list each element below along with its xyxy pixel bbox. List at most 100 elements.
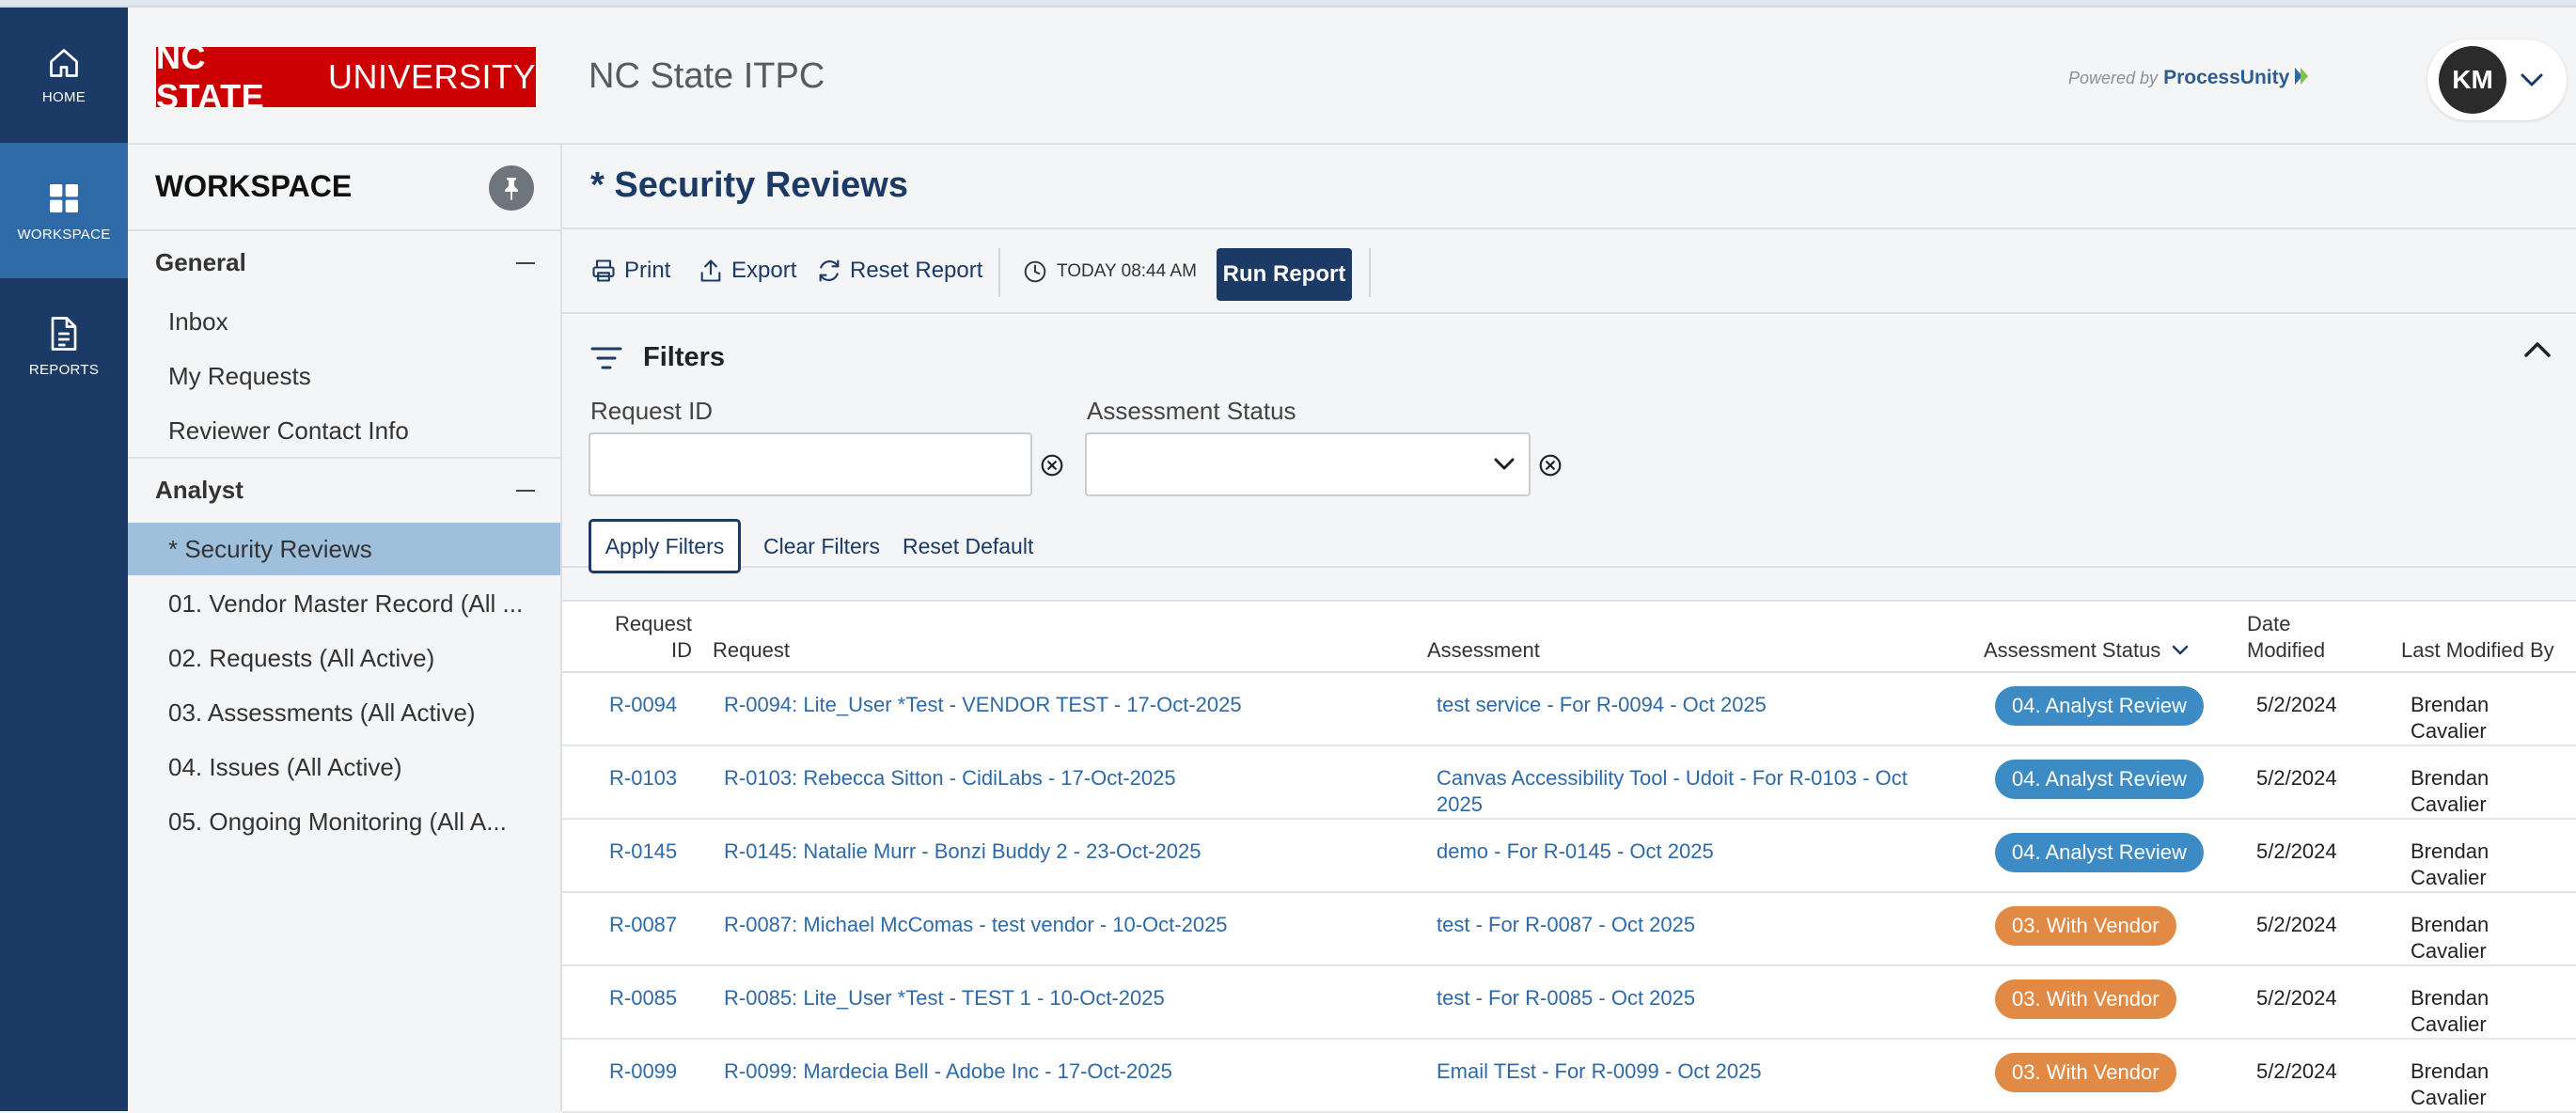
request-id-label: Request ID bbox=[590, 397, 714, 425]
col-assessment[interactable]: Assessment bbox=[1427, 638, 1540, 662]
assessment-status-select[interactable] bbox=[1085, 432, 1531, 496]
request-id-link[interactable]: R-0094 bbox=[609, 693, 678, 716]
request-id-clear-button[interactable] bbox=[1040, 453, 1064, 482]
run-report-button[interactable]: Run Report bbox=[1217, 248, 1352, 301]
table-row[interactable]: R-0087 R-0087: Michael McComas - test ven… bbox=[562, 893, 2576, 966]
sidebar-item-issues[interactable]: 04. Issues (All Active) bbox=[168, 752, 402, 781]
request-id-link[interactable]: R-0099 bbox=[609, 1059, 678, 1083]
assessment-status-clear-button[interactable] bbox=[1538, 453, 1563, 482]
assessment-text-line1: test - For R-0087 - Oct 2025 bbox=[1437, 913, 1696, 936]
user-menu[interactable]: KM bbox=[2427, 39, 2567, 120]
assessment-link[interactable]: Canvas Accessibility Tool - Udoit - For … bbox=[1437, 765, 1963, 818]
collapse-minus-icon bbox=[516, 261, 535, 264]
col-last-modified-by[interactable]: Last Modified By bbox=[2401, 638, 2554, 662]
powered-brand: ProcessUnity bbox=[2163, 67, 2290, 88]
top-strip bbox=[0, 0, 2576, 8]
export-button[interactable]: Export bbox=[698, 258, 796, 284]
modified-by-line2: Cavalier bbox=[2411, 1012, 2487, 1036]
chevron-down-icon bbox=[1494, 458, 1515, 470]
printer-icon bbox=[592, 259, 615, 282]
request-link[interactable]: R-0099: Mardecia Bell - Adobe Inc - 17-O… bbox=[724, 1059, 1172, 1083]
logo-bold-text: NC STATE bbox=[156, 38, 265, 116]
apply-filters-button[interactable]: Apply Filters bbox=[589, 519, 741, 573]
filters-collapse-button[interactable] bbox=[2523, 340, 2552, 364]
sidebar-item-my-requests[interactable]: My Requests bbox=[168, 361, 311, 390]
last-modified-by: Brendan Cavalier bbox=[2411, 985, 2489, 1038]
rail-label: REPORTS bbox=[28, 361, 100, 378]
app-title: NC State ITPC bbox=[589, 56, 825, 96]
assessment-link[interactable]: test - For R-0087 - Oct 2025 bbox=[1437, 912, 1963, 938]
rail-item-workspace[interactable]: WORKSPACE bbox=[0, 143, 128, 278]
request-link[interactable]: R-0085: Lite_User *Test - TEST 1 - 10-Oc… bbox=[724, 986, 1165, 1010]
table-header: Request ID Request Assessment Assessment… bbox=[562, 602, 2576, 673]
request-id-link[interactable]: R-0087 bbox=[609, 913, 678, 936]
date-modified: 5/2/2024 bbox=[2256, 766, 2337, 790]
rail-item-reports[interactable]: REPORTS bbox=[0, 278, 128, 414]
header: NC STATE UNIVERSITY NC State ITPC Powered… bbox=[128, 8, 2576, 145]
status-badge: 04. Analyst Review bbox=[1995, 760, 2204, 799]
collapse-minus-icon bbox=[516, 489, 535, 492]
sidebar-item-security-reviews[interactable]: * Security Reviews bbox=[128, 523, 560, 575]
table-row[interactable]: R-0085 R-0085: Lite_User *Test - TEST 1 -… bbox=[562, 966, 2576, 1040]
col-assessment-status[interactable]: Assessment Status bbox=[1984, 637, 2189, 664]
sidebar-item-vendor-master-record[interactable]: 01. Vendor Master Record (All ... bbox=[168, 588, 524, 618]
modified-by-line1: Brendan bbox=[2411, 1059, 2490, 1083]
divider bbox=[128, 229, 562, 231]
request-id-link[interactable]: R-0103 bbox=[609, 766, 678, 790]
sidebar-item-assessments[interactable]: 03. Assessments (All Active) bbox=[168, 698, 476, 727]
rail-item-home[interactable]: HOME bbox=[0, 8, 128, 143]
table-row[interactable]: R-0103 R-0103: Rebecca Sitton - CidiLabs … bbox=[562, 746, 2576, 820]
pin-button[interactable] bbox=[489, 165, 534, 211]
reset-report-label: Reset Report bbox=[850, 258, 983, 283]
workspace-sidebar: WORKSPACE General Inbox My Requests Revi… bbox=[128, 145, 562, 1111]
rail-label: WORKSPACE bbox=[17, 226, 111, 243]
last-modified-by: Brendan Cavalier bbox=[2411, 765, 2489, 818]
assessment-link[interactable]: demo - For R-0145 - Oct 2025 bbox=[1437, 839, 1963, 865]
sidebar-item-inbox[interactable]: Inbox bbox=[168, 306, 228, 336]
clear-circle-icon bbox=[1041, 454, 1063, 477]
col-date-modified[interactable]: Date Modified bbox=[2247, 611, 2325, 664]
request-link[interactable]: R-0094: Lite_User *Test - VENDOR TEST - … bbox=[724, 693, 1242, 716]
reset-report-button[interactable]: Reset Report bbox=[816, 258, 982, 284]
print-button[interactable]: Print bbox=[590, 258, 670, 284]
assessment-status-label: Assessment Status bbox=[1087, 397, 1296, 425]
rail-label: HOME bbox=[41, 88, 86, 105]
request-link[interactable]: R-0087: Michael McComas - test vendor - … bbox=[724, 913, 1228, 936]
report-timestamp: TODAY 08:44 AM bbox=[1023, 259, 1197, 284]
assessment-text-line2: 2025 bbox=[1437, 792, 1483, 816]
clock-icon bbox=[1024, 260, 1046, 283]
section-analyst-toggle[interactable]: Analyst bbox=[155, 476, 535, 505]
export-icon bbox=[700, 259, 721, 282]
sidebar-item-requests[interactable]: 02. Requests (All Active) bbox=[168, 643, 435, 672]
section-general-label: General bbox=[155, 248, 246, 276]
status-badge: 03. With Vendor bbox=[1995, 1053, 2176, 1092]
sidebar-item-ongoing-monitoring[interactable]: 05. Ongoing Monitoring (All A... bbox=[168, 807, 507, 836]
table-row[interactable]: R-0094 R-0094: Lite_User *Test - VENDOR T… bbox=[562, 673, 2576, 746]
nav-rail: HOME WORKSPACE REPORTS bbox=[0, 8, 128, 1111]
table-row[interactable]: R-0099 R-0099: Mardecia Bell - Adobe Inc … bbox=[562, 1040, 2576, 1113]
assessment-link[interactable]: test - For R-0085 - Oct 2025 bbox=[1437, 985, 1963, 1011]
request-link[interactable]: R-0103: Rebecca Sitton - CidiLabs - 17-O… bbox=[724, 766, 1176, 790]
workspace-title: WORKSPACE bbox=[155, 169, 353, 203]
date-modified: 5/2/2024 bbox=[2256, 913, 2337, 936]
assessment-text-line1: demo - For R-0145 - Oct 2025 bbox=[1437, 839, 1714, 863]
section-general-toggle[interactable]: General bbox=[155, 248, 535, 277]
col-request-id[interactable]: Request ID bbox=[613, 611, 692, 664]
ncstate-logo[interactable]: NC STATE UNIVERSITY bbox=[156, 38, 536, 116]
request-id-link[interactable]: R-0145 bbox=[609, 839, 678, 863]
modified-by-line2: Cavalier bbox=[2411, 792, 2487, 816]
col-request[interactable]: Request bbox=[713, 638, 790, 662]
assessment-link[interactable]: Email TEst - For R-0099 - Oct 2025 bbox=[1437, 1058, 1963, 1085]
clear-filters-button[interactable]: Clear Filters bbox=[763, 534, 880, 558]
request-id-input[interactable] bbox=[589, 432, 1032, 496]
modified-by-line1: Brendan bbox=[2411, 839, 2490, 863]
table-row[interactable]: R-0145 R-0145: Natalie Murr - Bonzi Buddy… bbox=[562, 820, 2576, 893]
assessment-link[interactable]: test service - For R-0094 - Oct 2025 bbox=[1437, 692, 1963, 718]
request-link[interactable]: R-0145: Natalie Murr - Bonzi Buddy 2 - 2… bbox=[724, 839, 1202, 863]
reset-default-button[interactable]: Reset Default bbox=[903, 534, 1034, 558]
assessment-text-line1: Canvas Accessibility Tool - Udoit - For … bbox=[1437, 766, 1908, 790]
sidebar-item-reviewer-contact-info[interactable]: Reviewer Contact Info bbox=[168, 415, 409, 445]
status-badge: 03. With Vendor bbox=[1995, 906, 2176, 946]
request-id-link[interactable]: R-0085 bbox=[609, 986, 678, 1010]
sort-chevron-icon bbox=[2173, 645, 2189, 655]
